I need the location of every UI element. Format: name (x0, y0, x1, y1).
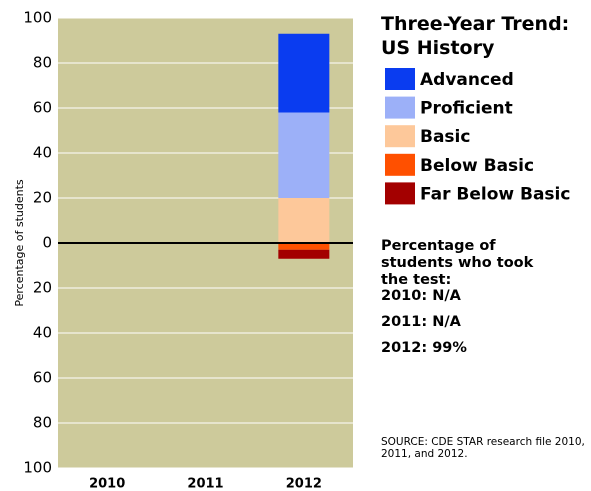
chart-title: Three-Year Trend: US History (381, 13, 570, 59)
bar-segment (278, 243, 330, 250)
bar-segment (278, 33, 330, 113)
bar-segment (278, 198, 330, 243)
participation-entry: 2011: N/A (381, 314, 461, 330)
legend-label: Advanced (420, 70, 514, 90)
legend-swatch (385, 153, 415, 176)
y-tick-label: 20 (33, 189, 52, 207)
bar-segment (278, 112, 330, 198)
legend-label: Below Basic (420, 156, 534, 176)
legend-label: Far Below Basic (420, 184, 570, 204)
x-tick-label: 2010 (89, 477, 125, 491)
legend-swatch (385, 125, 415, 148)
y-tick-label: 60 (33, 369, 52, 387)
y-tick-label: 40 (33, 144, 52, 162)
y-axis-label: Percentage of students (13, 179, 26, 307)
bar-segment (278, 249, 330, 259)
participation-title: Percentage of students who took the test… (381, 238, 534, 288)
y-tick-label: 40 (33, 324, 52, 342)
y-tick-label: 20 (33, 279, 52, 297)
x-tick-label: 2012 (286, 477, 322, 491)
participation-entry: 2012: 99% (381, 340, 467, 356)
y-tick-label: 100 (23, 9, 52, 27)
y-tick-label: 0 (42, 234, 52, 252)
participation-entry: 2010: N/A (381, 288, 461, 304)
legend-swatch (385, 68, 415, 90)
legend-swatch (385, 182, 415, 205)
legend-label: Basic (420, 127, 470, 147)
y-tick-label: 80 (33, 414, 52, 432)
y-tick-label: 100 (23, 459, 52, 477)
source-note: SOURCE: CDE STAR research file 2010, 201… (381, 436, 585, 460)
y-tick-label: 80 (33, 54, 52, 72)
y-tick-label: 60 (33, 99, 52, 117)
x-tick-label: 2011 (187, 477, 223, 491)
legend-swatch (385, 96, 415, 119)
legend-label: Proficient (420, 99, 513, 119)
